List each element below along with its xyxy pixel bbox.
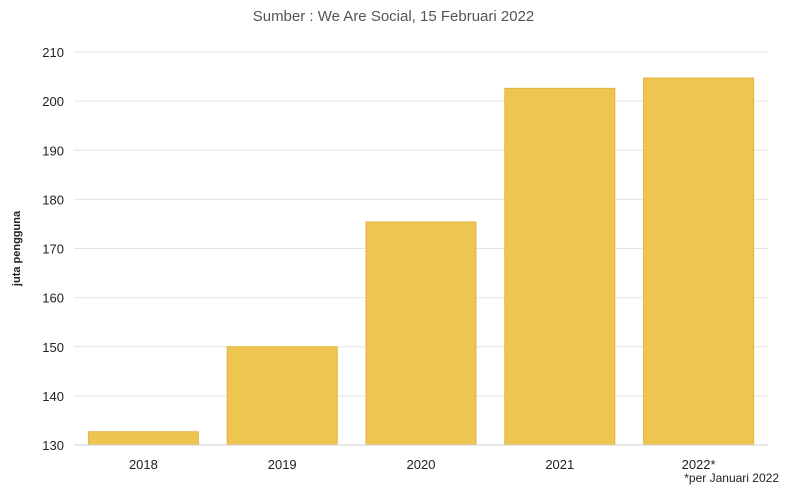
y-tick-label: 200	[42, 94, 64, 109]
x-axis-ticks: 2018 2019 2020 2021 2022*	[129, 457, 716, 472]
y-tick-label: 170	[42, 242, 64, 257]
y-tick-label: 180	[42, 192, 64, 207]
chart-title: Sumber : We Are Social, 15 Februari 2022	[252, 8, 535, 25]
bar-2022	[643, 77, 755, 446]
bar-2018	[87, 431, 199, 446]
y-tick-label: 140	[42, 389, 64, 404]
y-tick-label: 160	[42, 291, 64, 306]
x-tick-label: 2018	[129, 457, 158, 472]
y-axis-ticks: 130 140 150 160 170 180 190 200 210	[42, 45, 64, 453]
y-tick-label: 150	[42, 340, 64, 355]
x-tick-label: 2022*	[682, 457, 716, 472]
x-tick-label: 2019	[268, 457, 297, 472]
footnote: *per Januari 2022	[684, 471, 779, 485]
y-tick-label: 130	[42, 438, 64, 453]
bars	[87, 77, 755, 446]
bar-2020	[365, 221, 477, 446]
y-tick-label: 190	[42, 143, 64, 158]
x-tick-label: 2021	[545, 457, 574, 472]
y-axis-label: juta pengguna	[11, 210, 23, 287]
bar-2019	[226, 346, 338, 446]
bar-2021	[504, 87, 616, 446]
y-tick-label: 210	[42, 45, 64, 60]
x-tick-label: 2020	[407, 457, 436, 472]
